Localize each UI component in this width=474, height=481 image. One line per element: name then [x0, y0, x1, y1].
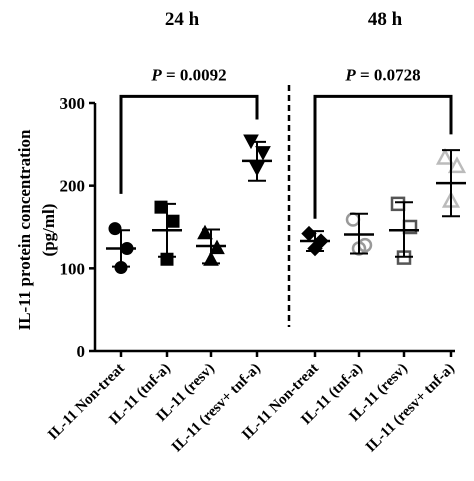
- p-value-symbol: P: [150, 65, 162, 84]
- p-value-symbol: P: [344, 65, 356, 84]
- panel-title: 48 h: [368, 9, 403, 30]
- p-value-number: = 0.0728: [356, 65, 421, 84]
- p-value-label: P = 0.0728: [344, 65, 420, 84]
- y-tick-label: 300: [60, 94, 86, 113]
- y-tick-label: 100: [60, 259, 86, 278]
- y-axis-label-line2: (pg/ml): [39, 204, 58, 257]
- significance-bracket: [313, 94, 453, 219]
- data-point: [345, 212, 361, 227]
- data-point: [197, 224, 213, 240]
- data-point: [435, 147, 455, 165]
- data-point: [108, 222, 122, 236]
- p-value-label: P = 0.0092: [150, 65, 226, 84]
- data-point: [301, 225, 317, 242]
- data-point: [166, 214, 180, 228]
- data-point: [390, 196, 406, 212]
- y-tick-label: 0: [77, 342, 86, 361]
- y-tick-label: 200: [60, 177, 86, 196]
- data-point: [255, 146, 271, 161]
- y-axis-label: IL-11 protein concentration (pg/ml): [15, 129, 58, 330]
- p-value-number: = 0.0092: [162, 65, 227, 84]
- axes: [89, 85, 455, 357]
- data-point: [447, 156, 467, 174]
- panel-title: 24 h: [165, 9, 200, 30]
- chart-labels: 0 100 200 300 IL-11 protein concentration (pg…: [15, 9, 458, 455]
- significance-bracket: [119, 94, 259, 194]
- x-tick-label: IL-11 (resv+ tnf-a): [363, 361, 458, 456]
- chart-marks: [106, 94, 467, 275]
- x-tick-label: IL-11 Non-treat: [45, 361, 128, 444]
- y-axis-label-line1: IL-11 protein concentration: [15, 129, 34, 330]
